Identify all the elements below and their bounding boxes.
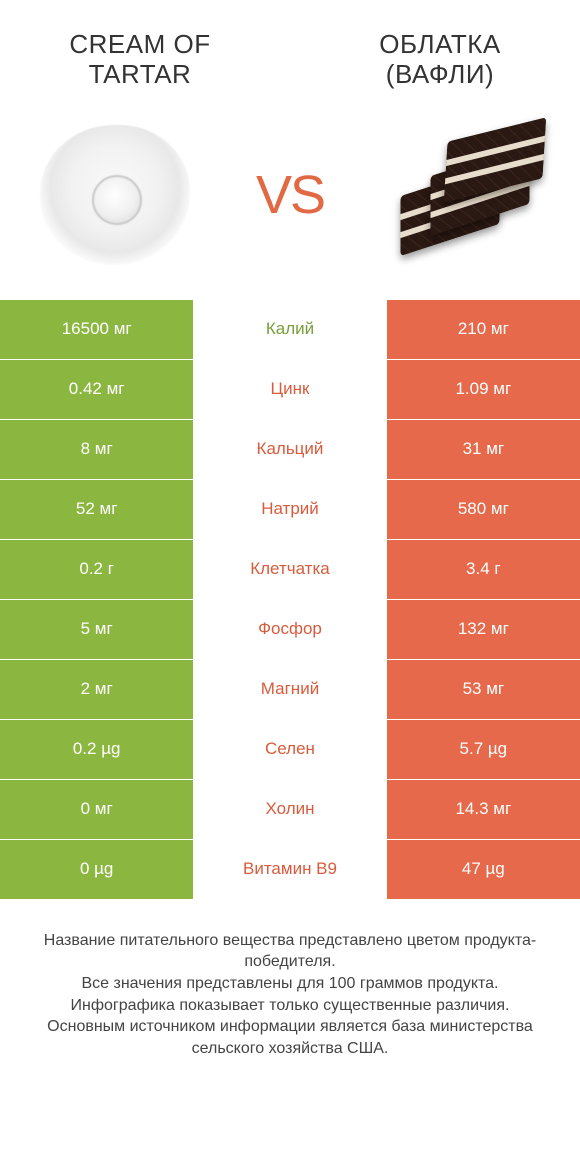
table-row: 52 мгНатрий580 мг xyxy=(0,480,580,540)
left-value-cell: 16500 мг xyxy=(0,300,193,359)
nutrient-name-cell: Цинк xyxy=(193,360,386,419)
right-value-cell: 1.09 мг xyxy=(387,360,580,419)
right-value-cell: 3.4 г xyxy=(387,540,580,599)
nutrient-name-cell: Клетчатка xyxy=(193,540,386,599)
left-value-cell: 5 мг xyxy=(0,600,193,659)
left-value-cell: 0.2 г xyxy=(0,540,193,599)
right-value-cell: 210 мг xyxy=(387,300,580,359)
footnote: Название питательного вещества представл… xyxy=(0,900,580,1080)
left-value-cell: 0 µg xyxy=(0,840,193,899)
vs-label: VS xyxy=(256,164,324,226)
footnote-line: Основным источником информации является … xyxy=(20,1016,560,1059)
table-row: 0.2 гКлетчатка3.4 г xyxy=(0,540,580,600)
right-value-cell: 53 мг xyxy=(387,660,580,719)
nutrient-table: 16500 мгКалий210 мг0.42 мгЦинк1.09 мг8 м… xyxy=(0,300,580,900)
table-row: 0 мгХолин14.3 мг xyxy=(0,780,580,840)
nutrient-name-cell: Кальций xyxy=(193,420,386,479)
right-product-title: ОБЛАТКА (ВАФЛИ) xyxy=(340,30,540,90)
table-row: 0.42 мгЦинк1.09 мг xyxy=(0,360,580,420)
right-value-cell: 5.7 µg xyxy=(387,720,580,779)
right-value-cell: 132 мг xyxy=(387,600,580,659)
left-value-cell: 52 мг xyxy=(0,480,193,539)
table-row: 0.2 µgСелен5.7 µg xyxy=(0,720,580,780)
footnote-line: Название питательного вещества представл… xyxy=(20,930,560,973)
left-product-title: CREAM OF TARTAR xyxy=(40,30,240,90)
left-value-cell: 0 мг xyxy=(0,780,193,839)
table-row: 16500 мгКалий210 мг xyxy=(0,300,580,360)
jar-icon xyxy=(92,175,142,225)
left-value-cell: 0.2 µg xyxy=(0,720,193,779)
table-row: 2 мгМагний53 мг xyxy=(0,660,580,720)
nutrient-name-cell: Витамин B9 xyxy=(193,840,386,899)
nutrient-name-cell: Селен xyxy=(193,720,386,779)
left-value-cell: 8 мг xyxy=(0,420,193,479)
right-value-cell: 580 мг xyxy=(387,480,580,539)
table-row: 8 мгКальций31 мг xyxy=(0,420,580,480)
images-row: VS xyxy=(0,100,580,300)
nutrient-name-cell: Магний xyxy=(193,660,386,719)
footnote-line: Инфографика показывает только существенн… xyxy=(20,995,560,1017)
nutrient-name-cell: Натрий xyxy=(193,480,386,539)
right-value-cell: 31 мг xyxy=(387,420,580,479)
powder-icon xyxy=(40,125,190,265)
right-value-cell: 14.3 мг xyxy=(387,780,580,839)
nutrient-name-cell: Холин xyxy=(193,780,386,839)
left-product-image xyxy=(30,110,200,280)
left-value-cell: 2 мг xyxy=(0,660,193,719)
wafer-icon xyxy=(385,120,545,270)
infographic-container: CREAM OF TARTAR ОБЛАТКА (ВАФЛИ) VS 16500… xyxy=(0,0,580,1174)
nutrient-name-cell: Калий xyxy=(193,300,386,359)
table-row: 0 µgВитамин B947 µg xyxy=(0,840,580,900)
left-value-cell: 0.42 мг xyxy=(0,360,193,419)
footnote-line: Все значения представлены для 100 граммо… xyxy=(20,973,560,995)
right-value-cell: 47 µg xyxy=(387,840,580,899)
right-product-image xyxy=(380,110,550,280)
nutrient-name-cell: Фосфор xyxy=(193,600,386,659)
header: CREAM OF TARTAR ОБЛАТКА (ВАФЛИ) xyxy=(0,0,580,100)
table-row: 5 мгФосфор132 мг xyxy=(0,600,580,660)
